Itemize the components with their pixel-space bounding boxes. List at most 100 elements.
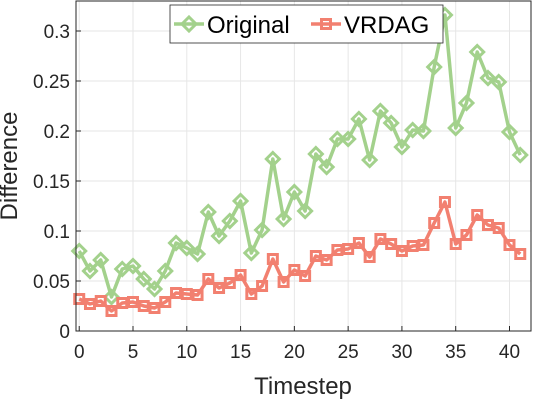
y-axis-title: Difference: [0, 112, 23, 221]
legend-label-original: Original: [207, 12, 290, 39]
original-point: [500, 123, 519, 141]
original-point: [135, 270, 153, 288]
x-tick-label: 10: [176, 342, 197, 363]
vrdag-point: [320, 254, 333, 266]
original-point: [167, 234, 185, 252]
original-point: [221, 212, 239, 230]
vrdag-point: [277, 276, 290, 288]
vrdag-point: [352, 237, 365, 249]
series-vrdag: [73, 196, 527, 317]
original-point: [479, 69, 497, 87]
y-tick-label: 0.25: [33, 72, 70, 93]
vrdag-point: [299, 270, 312, 282]
vrdag-point: [309, 250, 322, 262]
original-point: [210, 227, 228, 245]
vrdag-point: [288, 264, 301, 276]
y-tick-label: 0.05: [33, 272, 70, 293]
vrdag-point: [460, 229, 473, 241]
vrdag-point: [148, 302, 161, 314]
vrdag-point: [385, 238, 398, 250]
vrdag-point: [331, 244, 344, 256]
vrdag-point: [503, 239, 516, 251]
x-tick-label: 5: [128, 342, 139, 363]
original-point: [447, 119, 465, 137]
original-point: [188, 245, 207, 263]
x-axis-title: Timestep: [254, 373, 352, 400]
x-tick-label: 30: [391, 342, 412, 363]
vrdag-point: [180, 288, 193, 300]
vrdag-point: [234, 269, 247, 281]
y-tick-label: 0.15: [33, 172, 70, 193]
vrdag-point: [449, 238, 462, 250]
legend-marker-original: [179, 14, 199, 34]
original-point: [490, 73, 508, 91]
x-tick-label: 0: [74, 342, 85, 363]
vrdag-point: [471, 209, 484, 221]
y-tick-label: 0.3: [44, 22, 70, 43]
vrdag-point: [514, 248, 527, 260]
original-point: [307, 145, 325, 163]
vrdag-point: [417, 239, 430, 251]
legend-marker-vrdag: [320, 18, 332, 30]
original-point: [253, 221, 271, 239]
x-tick-label: 20: [284, 342, 305, 363]
vrdag-point: [127, 296, 140, 308]
vrdag-point: [83, 298, 96, 310]
y-tick-label: 0: [59, 322, 70, 343]
vrdag-point: [363, 251, 376, 263]
original-point: [102, 288, 121, 306]
vrdag-point: [428, 217, 441, 229]
vrdag-point: [159, 296, 172, 308]
original-point: [242, 244, 260, 262]
vrdag-point: [94, 295, 107, 307]
vrdag-point: [245, 288, 258, 300]
legend: Original VRDAG: [169, 4, 444, 44]
x-tick-label: 25: [338, 342, 359, 363]
original-point: [393, 138, 411, 156]
vrdag-point: [406, 240, 419, 252]
vrdag-point: [266, 253, 279, 265]
series-original: [70, 6, 529, 306]
original-point: [457, 94, 476, 112]
original-point: [382, 114, 400, 132]
original-point: [70, 242, 88, 260]
original-point: [414, 122, 433, 140]
original-point: [511, 146, 529, 164]
y-tick-label: 0.2: [44, 122, 70, 143]
vrdag-point: [170, 287, 183, 299]
legend-label-vrdag: VRDAG: [344, 12, 429, 39]
original-point: [124, 257, 142, 275]
original-point: [274, 210, 293, 228]
vrdag-point: [223, 277, 236, 289]
plot-frame: [75, 0, 532, 332]
vrdag-point: [395, 245, 408, 257]
legend-box: [169, 4, 444, 44]
original-point: [199, 203, 217, 221]
original-point: [92, 251, 110, 269]
vrdag-point: [105, 305, 118, 317]
vrdag-point: [481, 219, 494, 231]
original-point: [145, 280, 164, 298]
original-point: [296, 202, 314, 220]
series-layer: [70, 6, 529, 317]
original-point: [318, 158, 336, 176]
vrdag-point: [137, 300, 150, 312]
x-tick-label: 35: [445, 342, 466, 363]
vrdag-point: [492, 222, 505, 234]
original-point: [81, 262, 99, 280]
original-point: [231, 192, 250, 210]
vrdag-point: [342, 243, 355, 255]
original-point: [156, 262, 174, 280]
original-point: [285, 183, 303, 201]
original-point: [264, 150, 282, 168]
vrdag-point: [202, 273, 215, 285]
vrdag-point: [191, 289, 204, 301]
vrdag-point: [438, 196, 451, 208]
original-line: [77, 13, 522, 299]
original-point: [178, 239, 196, 257]
axis-ticks: 0 5 10 15 20 25 30 35 40 0 0.05 0.1 0.15 0.2 0.25 0.3: [33, 22, 520, 363]
original-point: [371, 102, 390, 120]
vrdag-point: [213, 282, 226, 294]
x-tick-label: 15: [230, 342, 251, 363]
